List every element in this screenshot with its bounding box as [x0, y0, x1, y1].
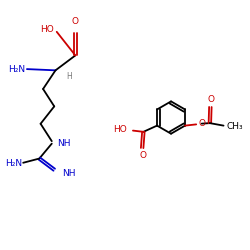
Text: O: O: [198, 119, 205, 128]
Text: NH: NH: [62, 169, 75, 178]
Text: HO: HO: [40, 25, 54, 34]
Text: H₂N: H₂N: [5, 159, 22, 168]
Text: HO: HO: [114, 125, 127, 134]
Text: O: O: [140, 151, 147, 160]
Text: H: H: [67, 72, 72, 81]
Text: O: O: [207, 95, 214, 104]
Text: O: O: [72, 18, 79, 26]
Text: CH₃: CH₃: [226, 122, 243, 131]
Text: H₂N: H₂N: [8, 64, 26, 74]
Text: NH: NH: [57, 139, 70, 148]
